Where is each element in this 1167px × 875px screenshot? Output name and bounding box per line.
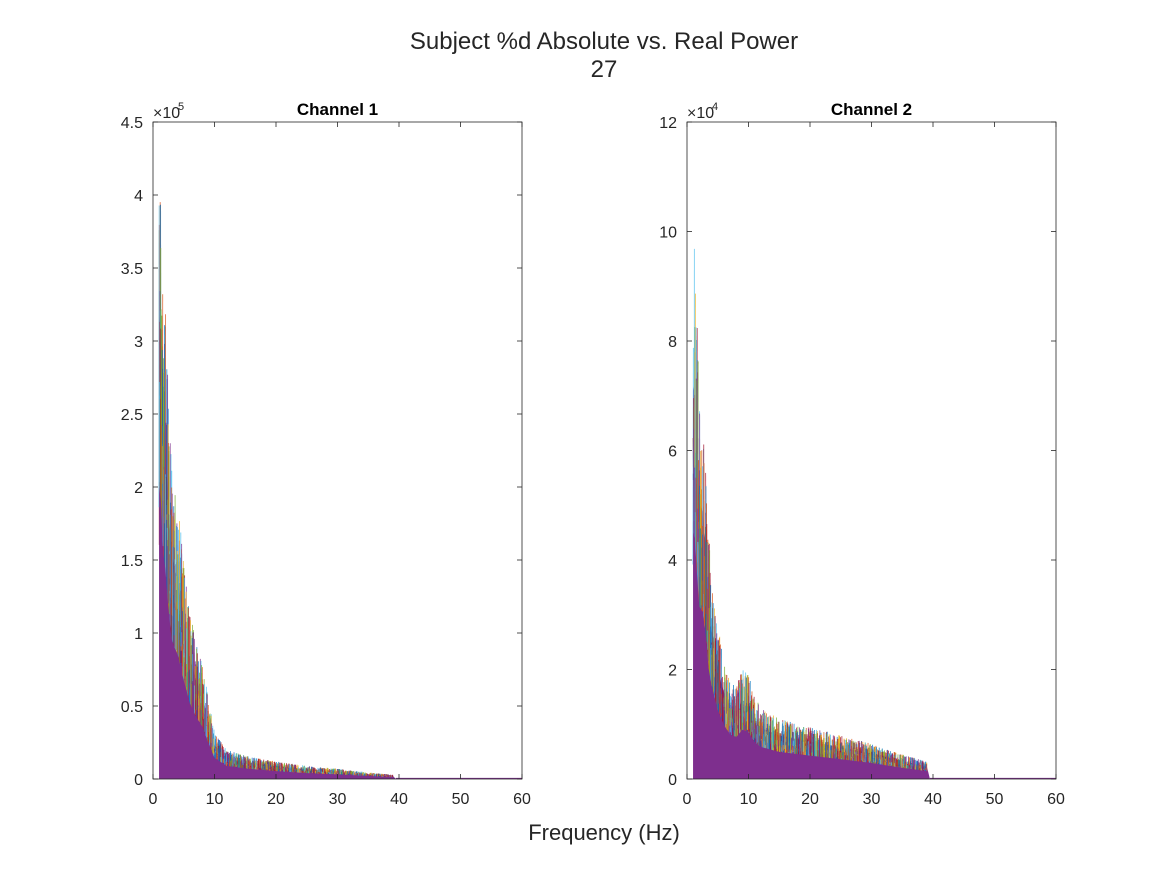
x-tick-label: 60 — [513, 791, 531, 808]
y-exponent-power: 5 — [178, 101, 184, 113]
y-tick-label: 0.5 — [121, 699, 143, 716]
y-exponent-power: 4 — [712, 101, 718, 113]
y-tick-label: 0 — [668, 772, 677, 789]
x-tick-label: 0 — [149, 791, 158, 808]
power-fill-core — [159, 486, 522, 779]
plot-area — [158, 202, 522, 779]
y-tick-label: 4 — [668, 553, 677, 570]
power-fill-core — [693, 532, 1056, 779]
x-tick-label: 60 — [1047, 791, 1065, 808]
plot-area — [692, 248, 1056, 779]
x-tick-label: 10 — [740, 791, 758, 808]
y-tick-label: 1.5 — [121, 553, 143, 570]
y-tick-label: 3 — [134, 334, 143, 351]
y-tick-label: 8 — [668, 334, 677, 351]
x-tick-label: 40 — [924, 791, 942, 808]
axes-title: Channel 2 — [831, 100, 912, 119]
x-tick-label: 40 — [390, 791, 408, 808]
y-tick-label: 2 — [668, 663, 677, 680]
y-tick-label: 0 — [134, 772, 143, 789]
series-traces — [158, 202, 394, 778]
x-tick-label: 50 — [986, 791, 1004, 808]
y-tick-label: 1 — [134, 626, 143, 643]
axes-channel-1: 0 10 20 30 40 50 60 0 0.5 1 1.5 2 2.5 3 3.5 4 4.5 ×105 Cha… — [121, 100, 531, 808]
y-exponent-label: ×10 — [153, 105, 180, 122]
y-tick-label: 6 — [668, 444, 677, 461]
axes-title: Channel 1 — [297, 100, 378, 119]
y-tick-label: 4 — [134, 188, 143, 205]
x-tick-label: 50 — [452, 791, 470, 808]
x-axis-label: Frequency (Hz) — [528, 820, 680, 845]
x-tick-label: 10 — [206, 791, 224, 808]
figure-title: Subject %d Absolute vs. Real Power — [410, 28, 798, 55]
y-tick-label: 10 — [659, 225, 677, 242]
y-tick-label: 2.5 — [121, 407, 143, 424]
y-tick-label: 3.5 — [121, 261, 143, 278]
x-tick-label: 30 — [329, 791, 347, 808]
y-tick-label: 4.5 — [121, 115, 143, 132]
figure-title-line2: 27 — [591, 56, 618, 83]
y-tick-label: 2 — [134, 480, 143, 497]
y-tick-label: 12 — [659, 115, 677, 132]
x-tick-label: 0 — [683, 791, 692, 808]
x-tick-label: 20 — [267, 791, 285, 808]
x-tick-label: 20 — [801, 791, 819, 808]
x-tick-label: 30 — [863, 791, 881, 808]
y-exponent-label: ×10 — [687, 105, 714, 122]
